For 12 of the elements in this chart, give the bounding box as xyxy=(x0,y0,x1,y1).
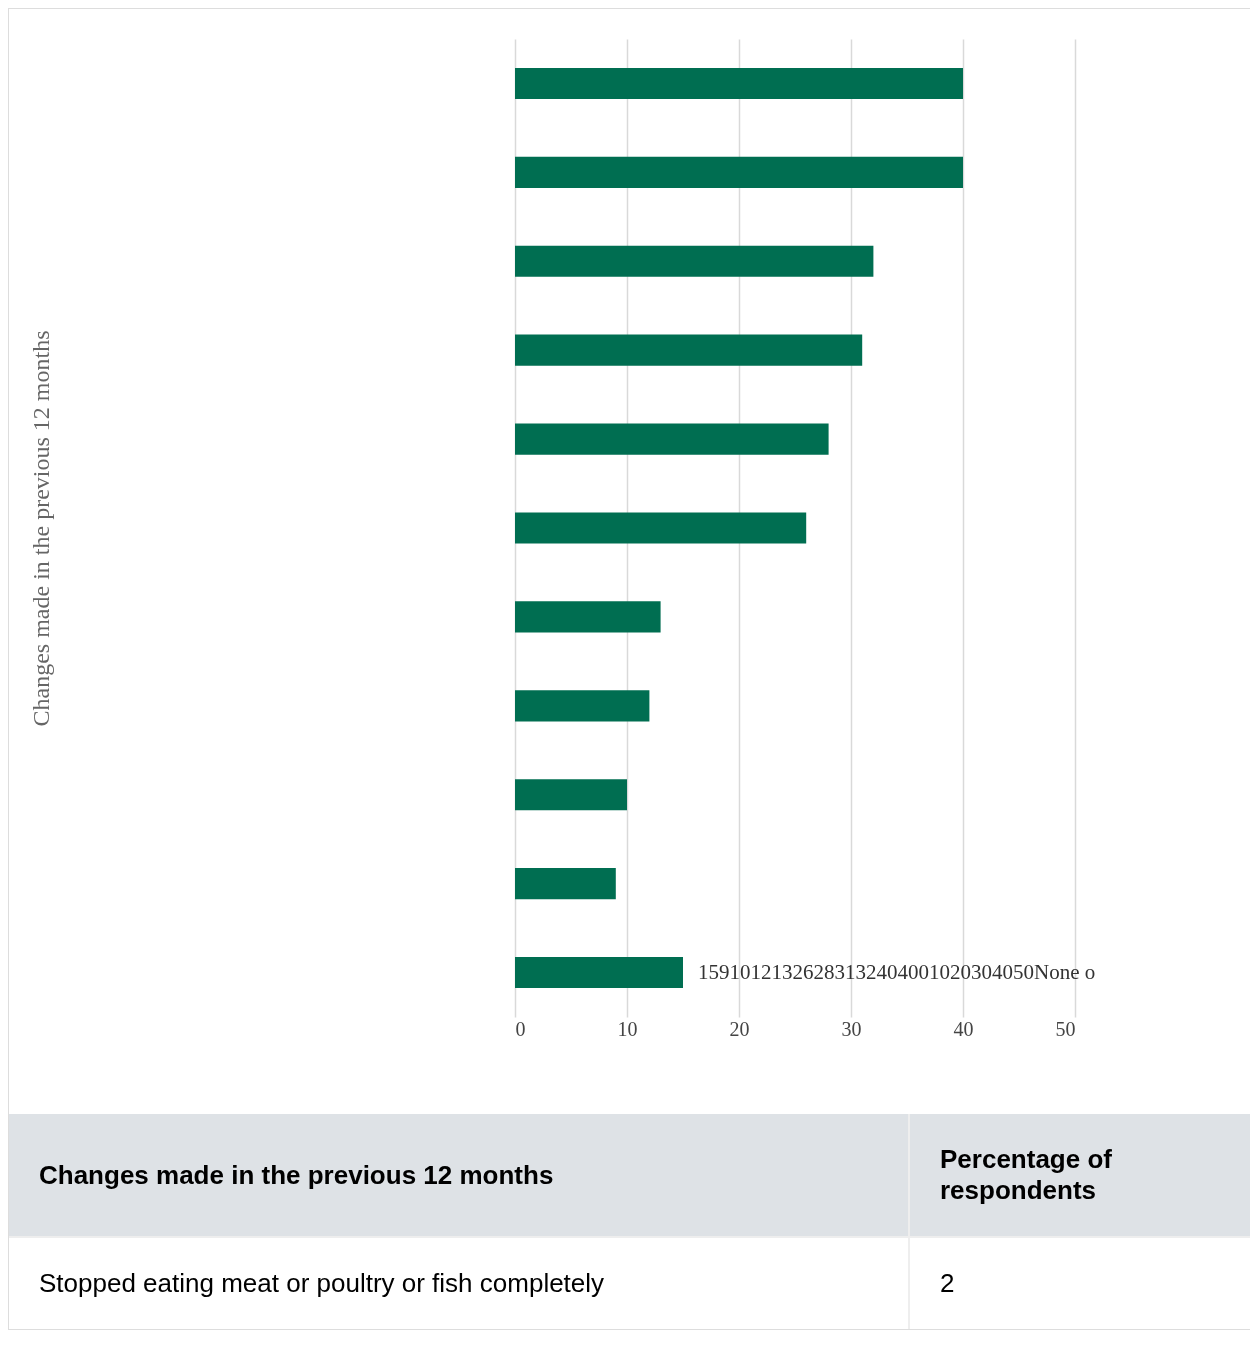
annotation: 15910121326283132404001020304050None o xyxy=(698,959,1096,984)
x-tick-label: 40 xyxy=(953,1017,974,1040)
text: Percentage of respondents xyxy=(909,1114,1250,1237)
text: Stopped eating meat or poultry or fish completely xyxy=(9,1237,909,1329)
y-axis-title: Changes made in the previous 12 months xyxy=(27,330,54,727)
x-tick-label: 50 xyxy=(1055,1017,1076,1040)
x-tick-label: 10 xyxy=(617,1017,638,1040)
x-tick-label: 20 xyxy=(729,1017,750,1040)
text: Changes made in the previous 12 months xyxy=(9,1114,909,1237)
x-tick-label: 0 xyxy=(515,1017,526,1040)
text: 2 xyxy=(909,1237,1250,1329)
x-tick-label: 30 xyxy=(841,1017,862,1040)
